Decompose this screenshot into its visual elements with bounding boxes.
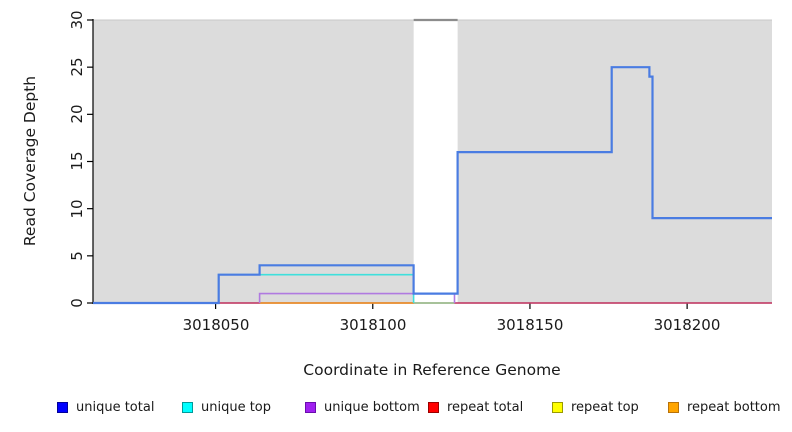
legend-item-repeat-top: repeat top bbox=[552, 399, 639, 415]
legend-item-unique-top: unique top bbox=[182, 399, 271, 415]
legend-swatch-unique-total bbox=[57, 401, 68, 413]
legend-swatch-repeat-top bbox=[552, 401, 563, 413]
y-tick-label: 30 bbox=[68, 10, 86, 30]
unique-bottom-line bbox=[258, 292, 456, 303]
y-tick-label: 5 bbox=[68, 251, 86, 261]
legend-label: repeat bottom bbox=[687, 399, 781, 415]
legend-label: repeat total bbox=[447, 399, 524, 415]
y-tick-label: 15 bbox=[68, 151, 86, 171]
shaded-region-left bbox=[93, 20, 414, 303]
legend-label: unique total bbox=[76, 399, 155, 415]
legend-swatch-unique-top bbox=[182, 401, 193, 413]
legend-label: unique bottom bbox=[324, 399, 420, 415]
legend-item-repeat-bottom: repeat bottom bbox=[668, 399, 781, 415]
legend-item-unique-total: unique total bbox=[57, 399, 154, 415]
legend-item-unique-bottom: unique bottom bbox=[305, 399, 420, 415]
y-tick-label: 10 bbox=[68, 199, 86, 219]
y-tick-label: 20 bbox=[68, 104, 86, 124]
legend-swatch-repeat-bottom bbox=[668, 401, 679, 413]
y-tick-label: 25 bbox=[68, 57, 86, 77]
unique-total-line bbox=[93, 66, 772, 305]
x-tick-label: 3018150 bbox=[496, 316, 564, 334]
x-tick-label: 3018100 bbox=[339, 316, 407, 334]
x-tick-label: 3018200 bbox=[653, 316, 721, 334]
legend-label: unique top bbox=[201, 399, 272, 415]
legend-label: repeat top bbox=[571, 399, 639, 415]
legend-swatch-repeat-total bbox=[428, 401, 439, 413]
legend-swatch-unique-bottom bbox=[305, 401, 316, 413]
x-tick-label: 3018050 bbox=[182, 316, 250, 334]
legend-item-repeat-total: repeat total bbox=[428, 399, 523, 415]
y-tick-label: 0 bbox=[68, 298, 86, 308]
y-axis-title: Read Coverage Depth bbox=[21, 75, 39, 247]
x-axis-title: Coordinate in Reference Genome bbox=[303, 361, 561, 379]
shaded-region-right bbox=[457, 20, 772, 303]
